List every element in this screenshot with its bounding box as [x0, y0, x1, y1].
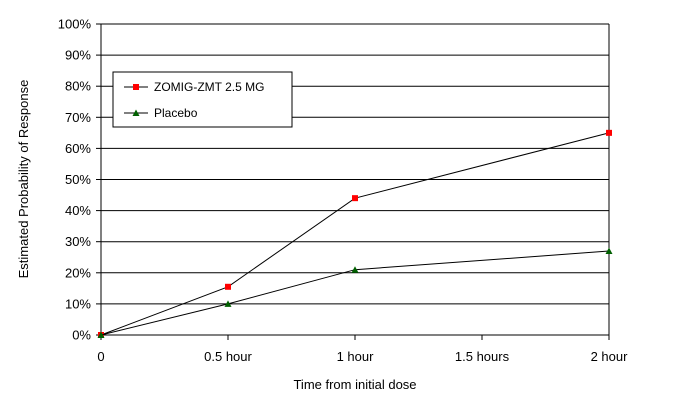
- legend-box: [112, 71, 293, 128]
- y-tick-label: 10%: [65, 296, 91, 311]
- y-tick-label: 90%: [65, 48, 91, 63]
- x-tick-label: 2 hour: [591, 349, 629, 364]
- axes: [100, 24, 610, 336]
- legend-marker-triangle: [132, 109, 140, 116]
- x-axis-label: Time from initial dose: [293, 377, 416, 392]
- series-group: [97, 129, 613, 338]
- y-tick-label: 70%: [65, 110, 91, 125]
- grid-lines: [101, 23, 609, 305]
- y-tick-label: 60%: [65, 141, 91, 156]
- y-tick-label: 80%: [65, 79, 91, 94]
- series-line-1: [100, 132, 610, 336]
- data-point-square: [225, 283, 231, 290]
- legend-marker-square: [133, 84, 139, 90]
- y-tick-label: 100%: [58, 17, 92, 32]
- data-point-triangle: [224, 300, 232, 307]
- x-tick-label: 1 hour: [337, 349, 375, 364]
- x-axis-ticks: 0 0.5 hour 1 hour 1.5 hours 2 hour: [97, 335, 628, 364]
- legend-label: Placebo: [154, 106, 198, 120]
- data-point-triangle: [351, 266, 359, 273]
- y-tick-label: 30%: [65, 234, 91, 249]
- data-point-triangle: [605, 247, 613, 255]
- x-tick-label: 0.5 hour: [204, 349, 252, 364]
- data-point-square: [606, 129, 612, 136]
- y-axis-label: Estimated Probability of Response: [16, 80, 31, 279]
- series-line-2: [100, 250, 610, 336]
- data-point-triangle: [97, 331, 105, 338]
- x-tick-label: 1.5 hours: [455, 349, 510, 364]
- y-tick-label: 50%: [65, 172, 91, 187]
- legend-label: ZOMIG-ZMT 2.5 MG: [154, 80, 264, 94]
- x-tick-label: 0: [97, 349, 104, 364]
- data-point-square: [352, 195, 358, 202]
- y-axis-ticks: 0% 10% 20% 30% 40% 50% 60% 70% 80% 90% 100%: [58, 17, 101, 343]
- legend: ZOMIG-ZMT 2.5 MG Placebo: [112, 71, 293, 128]
- y-tick-label: 20%: [65, 265, 91, 280]
- y-tick-label: 0%: [72, 328, 91, 343]
- y-tick-label: 40%: [65, 203, 91, 218]
